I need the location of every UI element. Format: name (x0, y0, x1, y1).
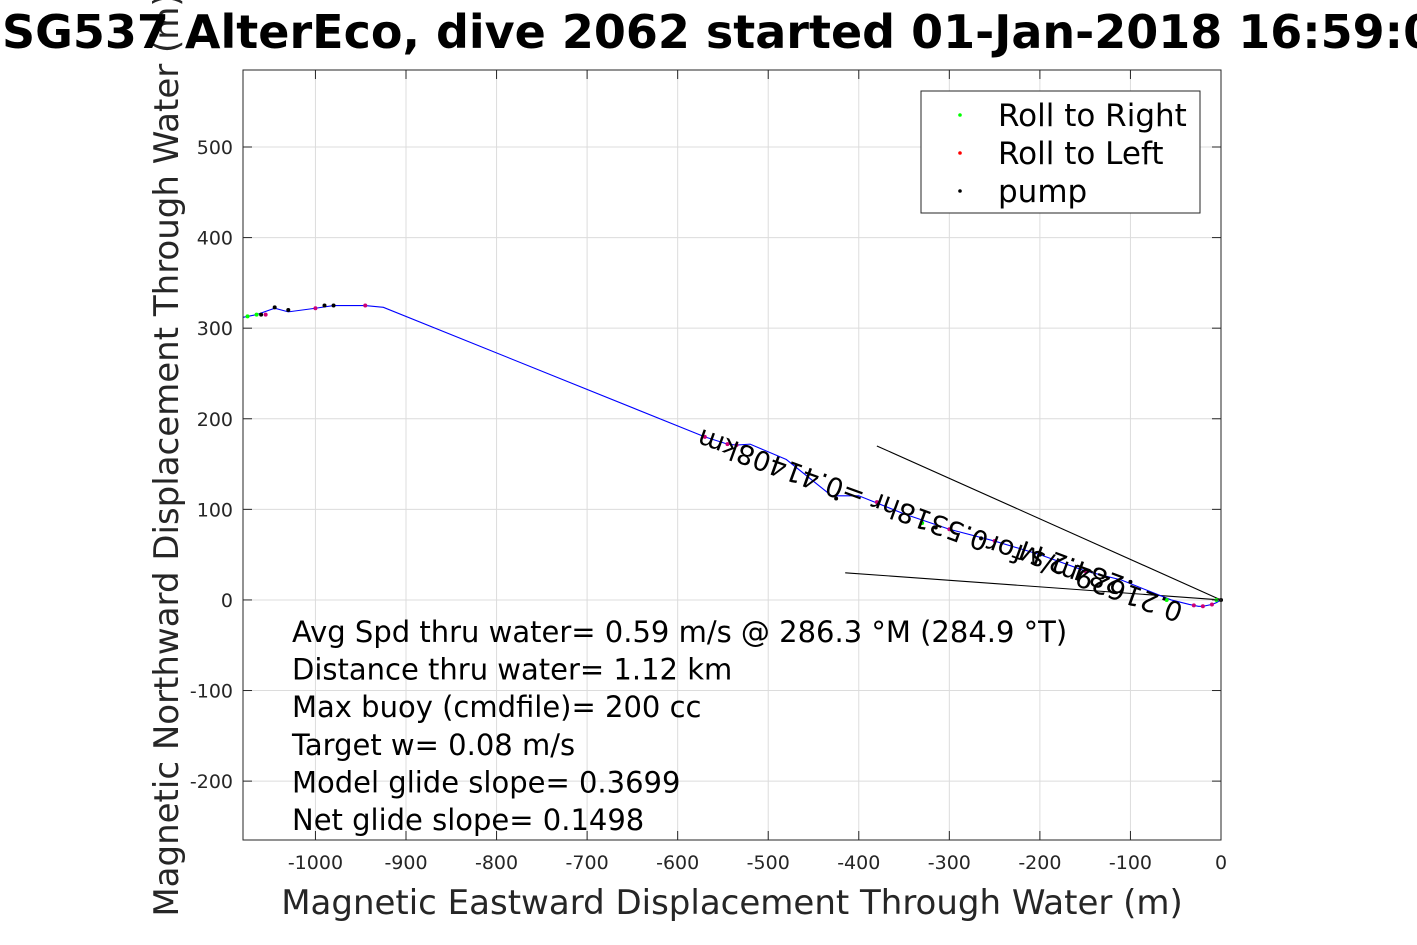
y-tick-label: 500 (197, 137, 233, 159)
legend-marker-roll-right (958, 113, 962, 117)
current-vector-line (845, 572, 1222, 601)
info-line: Distance thru water= 1.12 km (292, 653, 732, 687)
info-line: Avg Spd thru water= 0.59 m/s @ 286.3 °M … (292, 615, 1067, 649)
x-tick-label: -500 (747, 852, 790, 874)
x-tick-label: -400 (837, 852, 880, 874)
x-tick-label: -300 (928, 852, 971, 874)
y-tick-label: 100 (197, 499, 233, 521)
pump-point (1037, 552, 1042, 557)
info-line: Target w= 0.08 m/s (291, 728, 575, 762)
x-tick-label: -200 (1018, 852, 1061, 874)
info-line: Net glide slope= 0.1498 (292, 803, 644, 837)
x-tick-label: -700 (566, 852, 609, 874)
pump-point (272, 305, 277, 310)
axis-ticks: -1000 -900 -800 -700 -600 -500 -400 -300 -200 -10… (190, 70, 1227, 874)
chart-title: SG537 AlterEco, dive 2062 started 01-Jan… (2, 5, 1417, 59)
legend-label-roll-right: Roll to Right (998, 98, 1187, 134)
roll-left-point (1200, 604, 1205, 609)
track-points (245, 303, 1223, 609)
pump-point (331, 303, 336, 308)
roll-left-point (702, 434, 707, 439)
x-tick-label: -1000 (288, 852, 343, 874)
legend-label-roll-left: Roll to Left (998, 136, 1164, 172)
info-line: Model glide slope= 0.3699 (292, 765, 680, 799)
pump-point (834, 496, 839, 501)
roll-left-point (725, 442, 730, 447)
legend-box (920, 90, 1201, 214)
roll-left-point (263, 312, 268, 317)
roll-left-point (947, 527, 952, 532)
roll-right-point (920, 520, 925, 525)
legend-marker-roll-left (958, 151, 962, 155)
y-tick-label: 0 (221, 590, 233, 612)
pump-point (322, 303, 327, 308)
current-vector-line (876, 445, 1222, 601)
current-lines (845, 445, 1222, 601)
legend: Roll to Right Roll to Left pump (920, 90, 1201, 214)
y-tick-label: 200 (197, 409, 233, 431)
y-axis-label: Magnetic Northward Displacement Through … (147, 0, 187, 917)
roll-left-point (313, 306, 318, 311)
roll-left-point (1191, 603, 1196, 608)
pump-point (1128, 579, 1133, 584)
pump-point (286, 308, 291, 313)
pump-point (979, 536, 984, 541)
x-axis-label: Magnetic Eastward Displacement Through W… (281, 883, 1183, 923)
legend-label-pump: pump (998, 174, 1087, 210)
x-tick-label: -800 (475, 852, 518, 874)
plot-frame (242, 69, 1222, 841)
x-tick-label: -600 (656, 852, 699, 874)
pump-point (933, 525, 938, 530)
info-text-block: Avg Spd thru water= 0.59 m/s @ 286.3 °M … (291, 615, 1067, 837)
roll-right-point (245, 314, 250, 319)
roll-left-point (874, 500, 879, 505)
roll-left-point (734, 443, 739, 448)
roll-left-point (1209, 602, 1214, 607)
roll-right-point (254, 312, 259, 317)
roll-left-point (992, 539, 997, 544)
y-tick-label: 400 (197, 228, 233, 250)
roll-left-point (1083, 568, 1088, 573)
x-tick-label: 0 (1215, 852, 1227, 874)
y-tick-label: -200 (190, 771, 233, 793)
x-tick-label: -900 (384, 852, 427, 874)
pump-point (259, 312, 264, 317)
roll-right-point (1164, 597, 1169, 602)
grid (243, 70, 1222, 840)
legend-marker-pump (958, 189, 962, 193)
roll-left-point (363, 303, 368, 308)
y-tick-label: -100 (190, 681, 233, 703)
x-tick-label: -100 (1109, 852, 1152, 874)
info-line: Max buoy (cmdfile)= 200 cc (292, 690, 701, 724)
y-tick-label: 300 (197, 318, 233, 340)
